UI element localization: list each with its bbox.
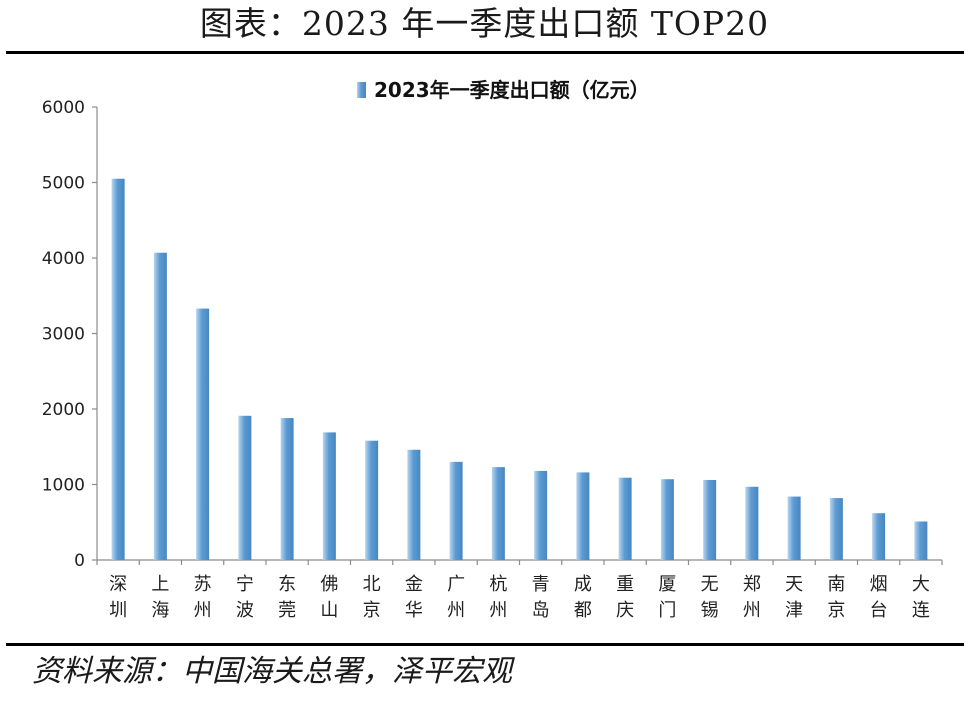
y-tick-label: 0 [74, 551, 85, 571]
chart-legend: 2023年一季度出口额（亿元） [357, 78, 650, 102]
x-tick-label: 佛山 [320, 574, 338, 621]
x-tick-label: 无锡 [701, 574, 719, 621]
x-tick-label: 宁波 [236, 574, 254, 621]
x-tick-label: 金华 [405, 574, 423, 621]
x-tick-label: 苏州 [194, 574, 212, 621]
x-tick-label: 天津 [785, 574, 803, 621]
bar [322, 432, 336, 560]
bar [280, 418, 294, 560]
x-tick-label: 重庆 [616, 574, 634, 621]
bar [196, 308, 210, 560]
bar [111, 178, 125, 560]
x-tick-label: 厦门 [658, 574, 676, 621]
x-tick-label: 南京 [827, 574, 845, 621]
bar [829, 498, 843, 560]
bottom-rule [6, 643, 964, 646]
bar [534, 470, 548, 560]
x-tick-label: 东莞 [278, 574, 296, 621]
legend-swatch [357, 82, 366, 98]
x-tick-label: 北京 [363, 574, 381, 621]
source-note: 资料来源：中国海关总署，泽平宏观 [32, 654, 512, 689]
bar [407, 449, 421, 560]
bar [365, 440, 379, 560]
bar [491, 467, 505, 560]
bar [238, 415, 252, 560]
bar [787, 496, 801, 560]
bar [872, 513, 886, 560]
y-tick-label: 3000 [42, 325, 85, 345]
figure-title: 图表：2023 年一季度出口额 TOP20 [199, 4, 770, 43]
legend-label: 2023年一季度出口额（亿元） [374, 78, 650, 102]
x-tick-label: 成都 [574, 574, 592, 621]
chart-axes: 0 1000 2000 3000 4000 5000 6000 [42, 98, 943, 571]
x-tick-label: 青岛 [532, 574, 550, 621]
y-tick-label: 1000 [42, 476, 85, 496]
x-tick-label: 深圳 [109, 574, 127, 621]
x-tick-label: 广州 [447, 574, 465, 621]
bar [914, 521, 928, 560]
y-tick-label: 2000 [42, 400, 85, 420]
x-tick-label: 烟台 [870, 574, 888, 621]
x-tick-label: 大连 [912, 574, 930, 621]
y-tick-label: 4000 [42, 249, 85, 269]
x-tick-label: 杭州 [489, 574, 507, 621]
bar [449, 461, 463, 560]
bar [660, 479, 674, 560]
bar [745, 486, 759, 560]
top-rule [6, 51, 964, 54]
x-tick-label: 郑州 [743, 574, 761, 621]
bar [153, 252, 167, 560]
y-tick-label: 6000 [42, 98, 85, 118]
y-tick-label: 5000 [42, 174, 85, 194]
bar [576, 472, 590, 560]
x-tick-label: 上海 [151, 574, 169, 621]
chart-bars [111, 178, 928, 560]
bar [703, 479, 717, 560]
bar [618, 477, 632, 560]
